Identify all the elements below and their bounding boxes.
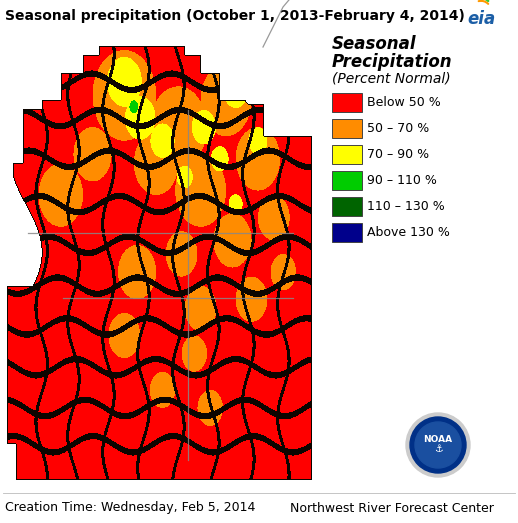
Bar [332,197,362,216]
Text: Below 50 %: Below 50 % [367,96,441,109]
Text: 90 – 110 %: 90 – 110 % [367,174,437,187]
Circle shape [410,417,466,473]
Text: Precipitation: Precipitation [332,53,453,71]
Text: 110 – 130 %: 110 – 130 % [367,200,445,213]
Text: ⚓: ⚓ [434,444,442,454]
Text: Seasonal: Seasonal [332,35,416,53]
Text: Northwest River Forecast Center: Northwest River Forecast Center [290,502,494,515]
Text: Above 130 %: Above 130 % [367,226,450,239]
Text: 50 – 70 %: 50 – 70 % [367,122,429,135]
Text: (Percent Normal): (Percent Normal) [332,71,451,85]
Text: Creation Time: Wednesday, Feb 5, 2014: Creation Time: Wednesday, Feb 5, 2014 [5,502,255,515]
Bar [332,119,362,138]
Bar [332,93,362,112]
Circle shape [406,413,470,477]
Bar [332,145,362,164]
Text: NOAA: NOAA [423,435,453,444]
Bar [332,171,362,190]
Text: Seasonal precipitation (October 1, 2013-February 4, 2014): Seasonal precipitation (October 1, 2013-… [5,9,465,23]
Text: eia: eia [468,10,496,28]
Text: 70 – 90 %: 70 – 90 % [367,148,429,161]
Bar [332,223,362,242]
Circle shape [415,422,461,468]
